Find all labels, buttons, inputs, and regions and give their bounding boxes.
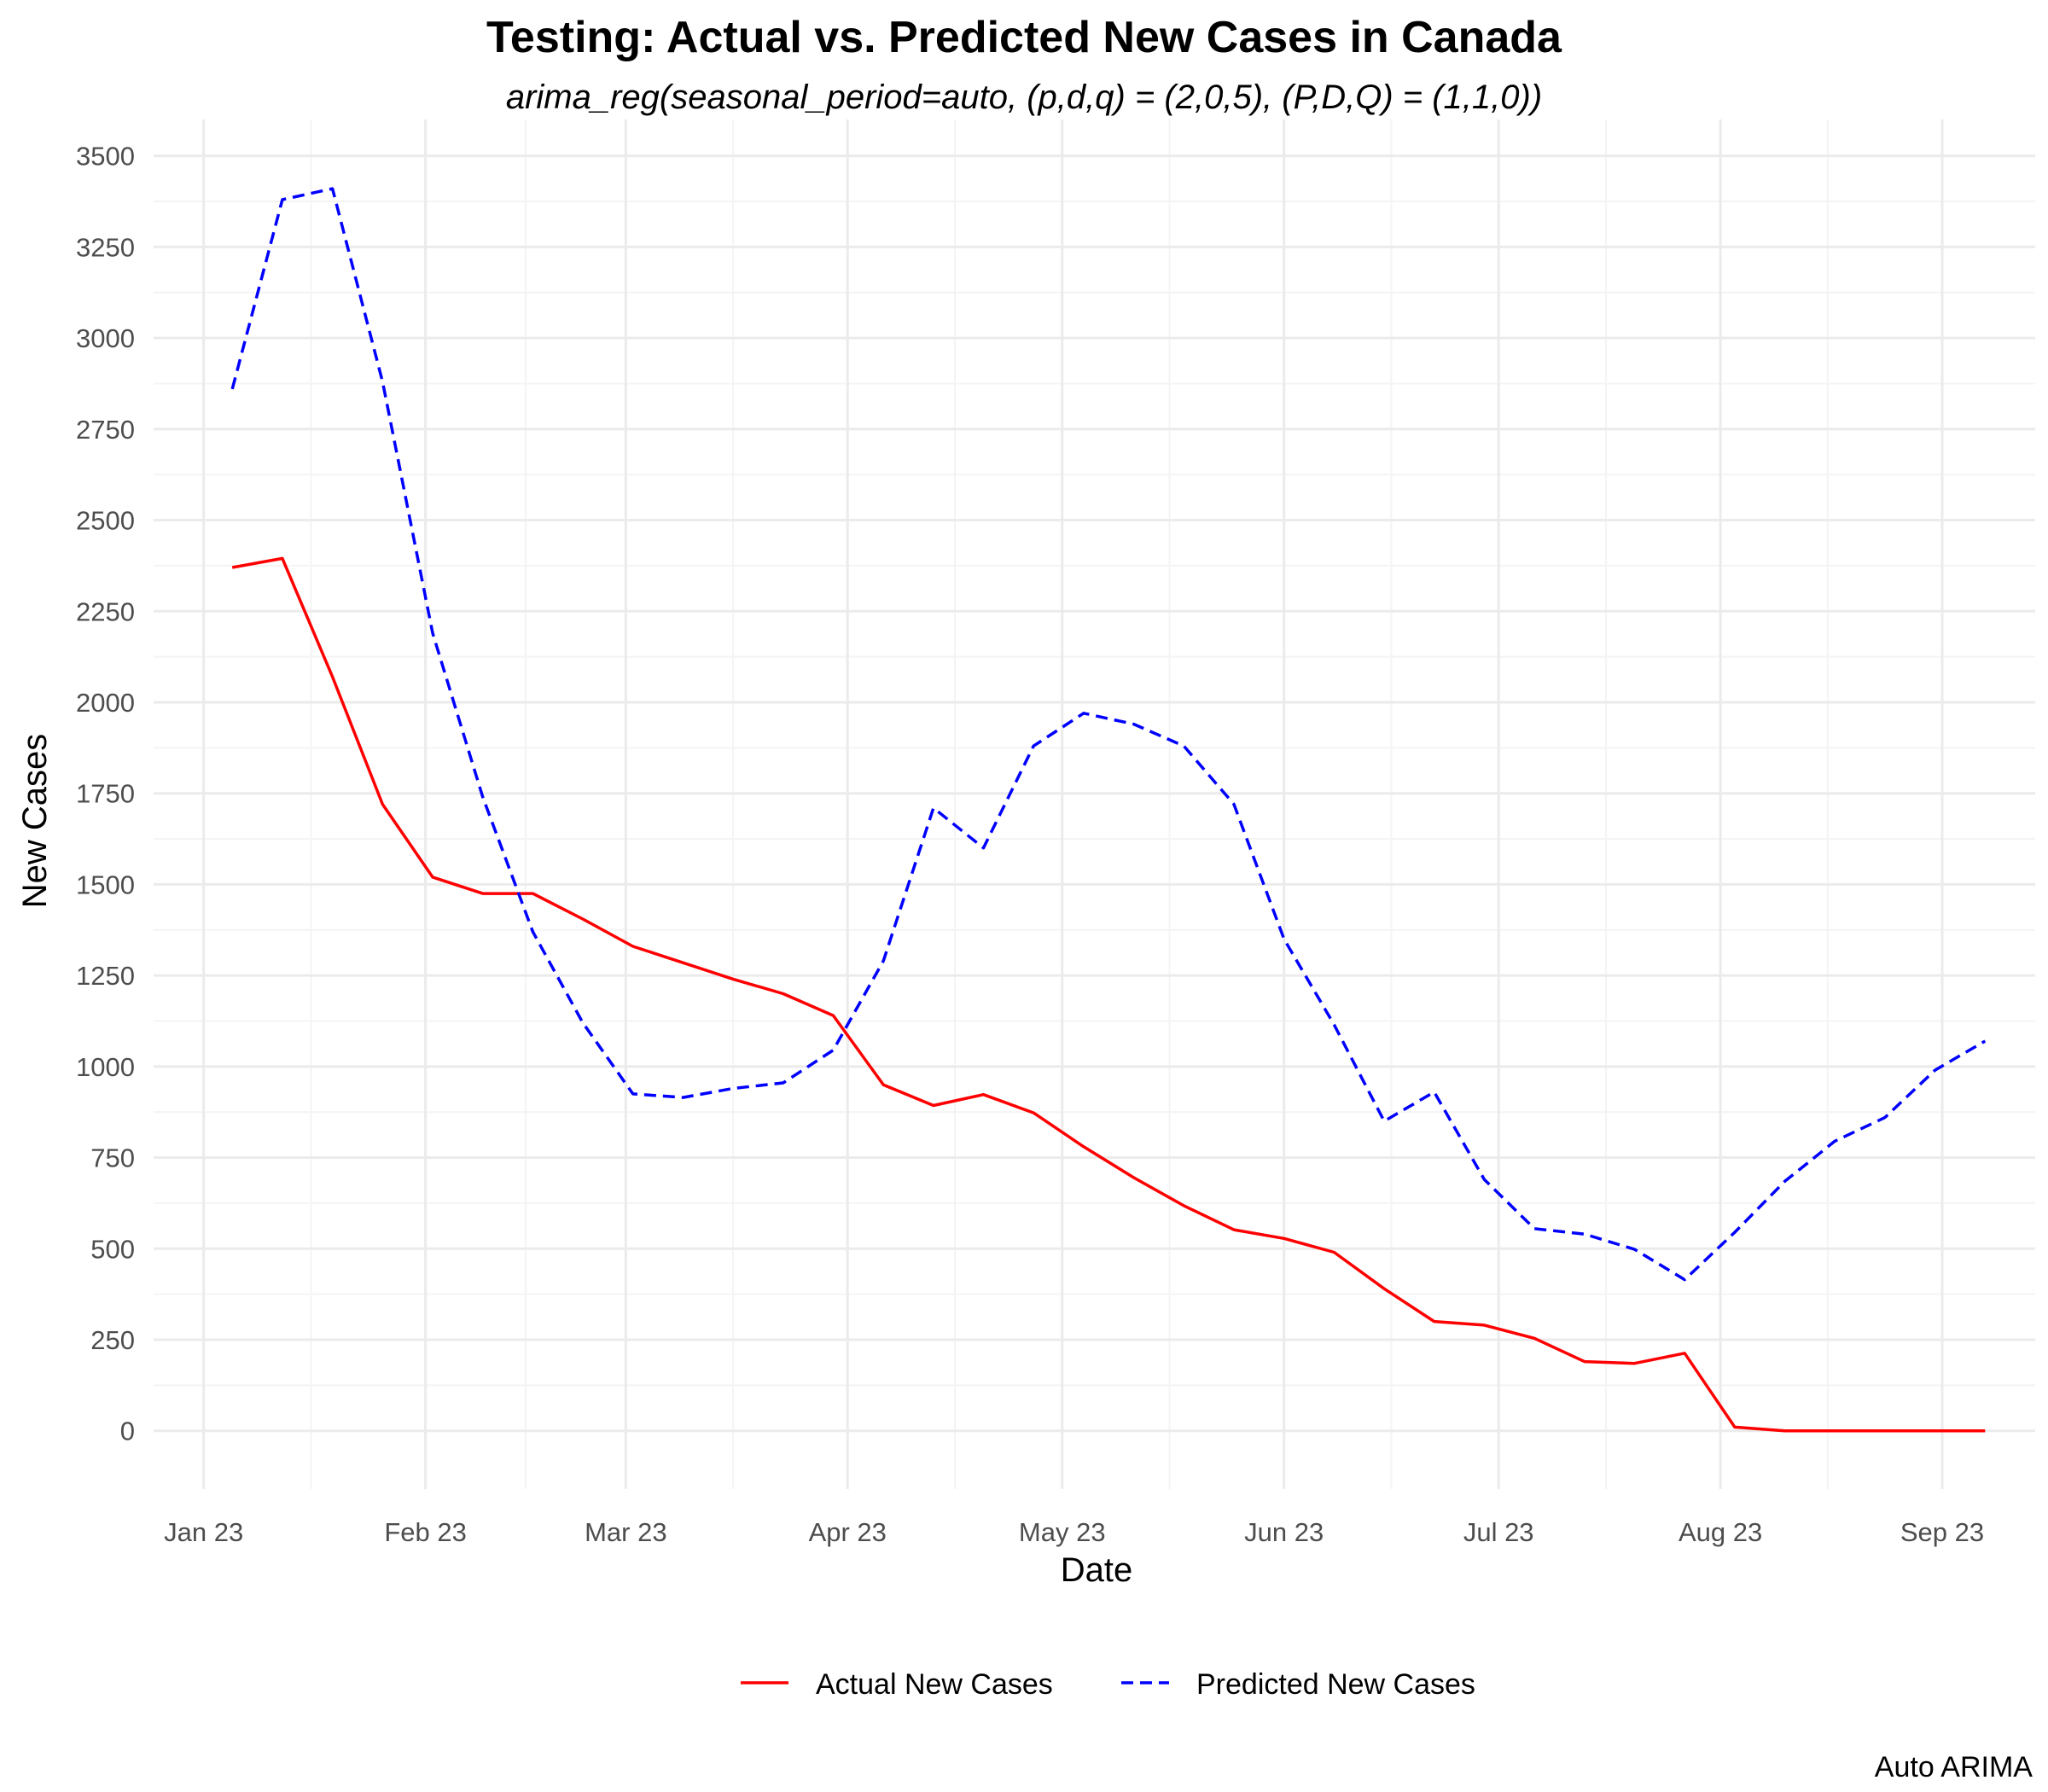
chart-title: Testing: Actual vs. Predicted New Cases … xyxy=(486,13,1562,62)
x-tick-label: Jun 23 xyxy=(1244,1517,1324,1547)
y-tick-label: 3500 xyxy=(76,142,135,172)
x-tick-label: Mar 23 xyxy=(585,1517,666,1547)
y-tick-label: 2750 xyxy=(76,415,135,445)
x-tick-label: Aug 23 xyxy=(1679,1517,1762,1547)
y-tick-label: 3000 xyxy=(76,323,135,353)
chart-caption: Auto ARIMA xyxy=(1874,1751,2033,1783)
chart-subtitle: arima_reg(seasonal_period=auto, (p,d,q) … xyxy=(505,79,1543,116)
y-tick-label: 500 xyxy=(90,1234,135,1264)
y-tick-label: 1500 xyxy=(76,870,135,899)
legend-label-predicted: Predicted New Cases xyxy=(1196,1668,1475,1701)
y-tick-label: 250 xyxy=(90,1325,135,1355)
x-axis-title: Date xyxy=(1061,1551,1133,1589)
y-tick-label: 2000 xyxy=(76,688,135,718)
y-tick-label: 2500 xyxy=(76,506,135,536)
y-tick-label: 2250 xyxy=(76,596,135,626)
x-tick-label: Jul 23 xyxy=(1463,1517,1534,1547)
y-tick-label: 0 xyxy=(120,1417,135,1446)
x-tick-label: Apr 23 xyxy=(809,1517,887,1547)
series-line-predicted xyxy=(230,187,1987,1282)
series-lines xyxy=(230,187,1987,1433)
y-tick-label: 1000 xyxy=(76,1052,135,1082)
y-tick-label: 1750 xyxy=(76,779,135,809)
y-axis-title: New Cases xyxy=(16,734,54,909)
y-tick-label: 1250 xyxy=(76,961,135,991)
x-tick-label: May 23 xyxy=(1019,1517,1106,1547)
x-tick-label: Feb 23 xyxy=(384,1517,467,1547)
legend-label-actual: Actual New Cases xyxy=(816,1668,1053,1701)
legend: Actual New Cases Predicted New Cases xyxy=(741,1668,1475,1701)
grid-lines xyxy=(154,119,2035,1489)
x-tick-label: Jan 23 xyxy=(164,1517,243,1547)
x-tick-label: Sep 23 xyxy=(1900,1517,1984,1547)
y-tick-label: 750 xyxy=(90,1143,135,1173)
series-line-actual xyxy=(231,556,1986,1433)
axis-labels: 0 250 500 750 1000 1250 1500 1750 2000 2250 2500 27… xyxy=(76,142,1984,1547)
y-tick-label: 3250 xyxy=(76,232,135,262)
